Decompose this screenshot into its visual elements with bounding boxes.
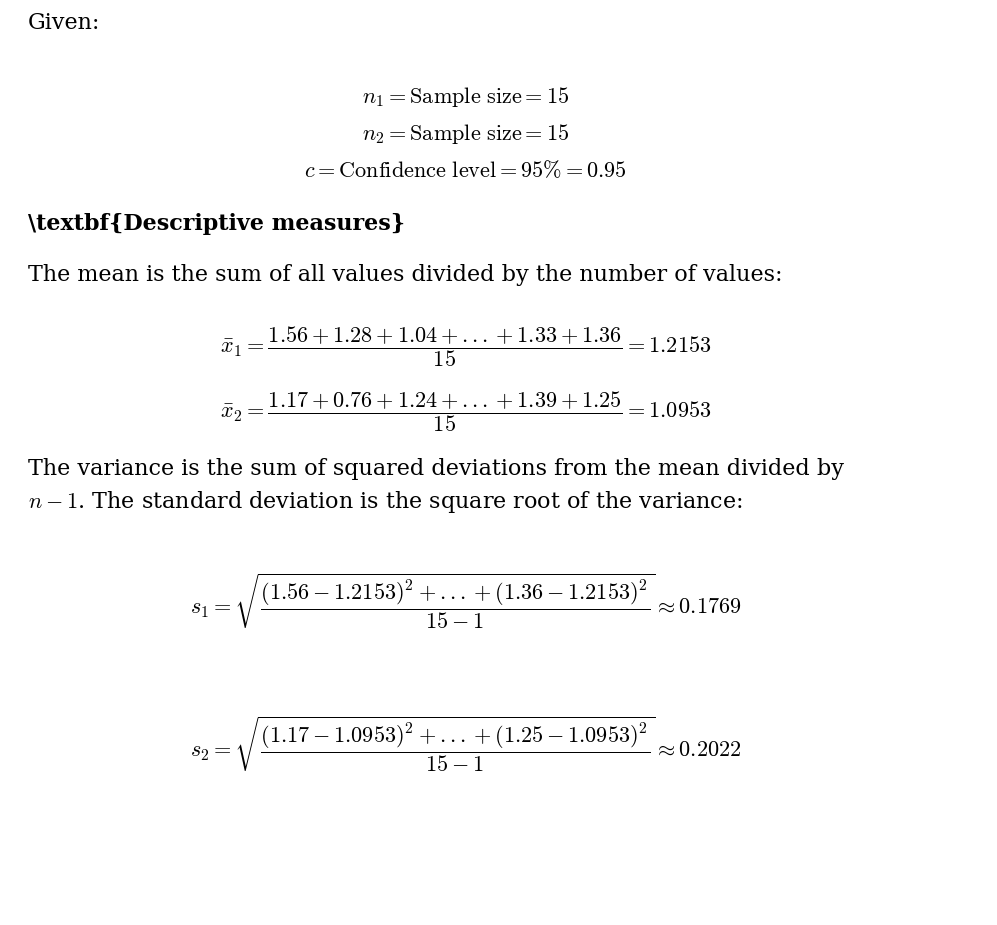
Text: $n_2 = \mathrm{Sample\ size} = 15$: $n_2 = \mathrm{Sample\ size} = 15$ [362,122,569,146]
Text: Given:: Given: [28,12,101,34]
Text: $n_1 = \mathrm{Sample\ size} = 15$: $n_1 = \mathrm{Sample\ size} = 15$ [362,85,569,109]
Text: $s_2 = \sqrt{\dfrac{(1.17-1.0953)^2 + ... + (1.25-1.0953)^2}{15-1}} \approx 0.20: $s_2 = \sqrt{\dfrac{(1.17-1.0953)^2 + ..… [189,715,741,774]
Text: $\bar{x}_1 = \dfrac{1.56 + 1.28 + 1.04 + ... + 1.33 + 1.36}{15} = 1.2153$: $\bar{x}_1 = \dfrac{1.56 + 1.28 + 1.04 +… [219,325,711,369]
Text: \textbf{Descriptive measures}: \textbf{Descriptive measures} [28,213,405,235]
Text: The mean is the sum of all values divided by the number of values:: The mean is the sum of all values divide… [28,264,783,286]
Text: The variance is the sum of squared deviations from the mean divided by: The variance is the sum of squared devia… [28,458,843,480]
Text: $c = \mathrm{Confidence\ level} = 95\% = 0.95$: $c = \mathrm{Confidence\ level} = 95\% =… [304,160,627,182]
Text: $\bar{x}_2 = \dfrac{1.17 + 0.76 + 1.24 + ... + 1.39 + 1.25}{15} = 1.0953$: $\bar{x}_2 = \dfrac{1.17 + 0.76 + 1.24 +… [219,389,711,434]
Text: $n-1$. The standard deviation is the square root of the variance:: $n-1$. The standard deviation is the squ… [28,489,743,515]
Text: $s_1 = \sqrt{\dfrac{(1.56-1.2153)^2 + ... + (1.36-1.2153)^2}{15-1}} \approx 0.17: $s_1 = \sqrt{\dfrac{(1.56-1.2153)^2 + ..… [189,572,741,631]
